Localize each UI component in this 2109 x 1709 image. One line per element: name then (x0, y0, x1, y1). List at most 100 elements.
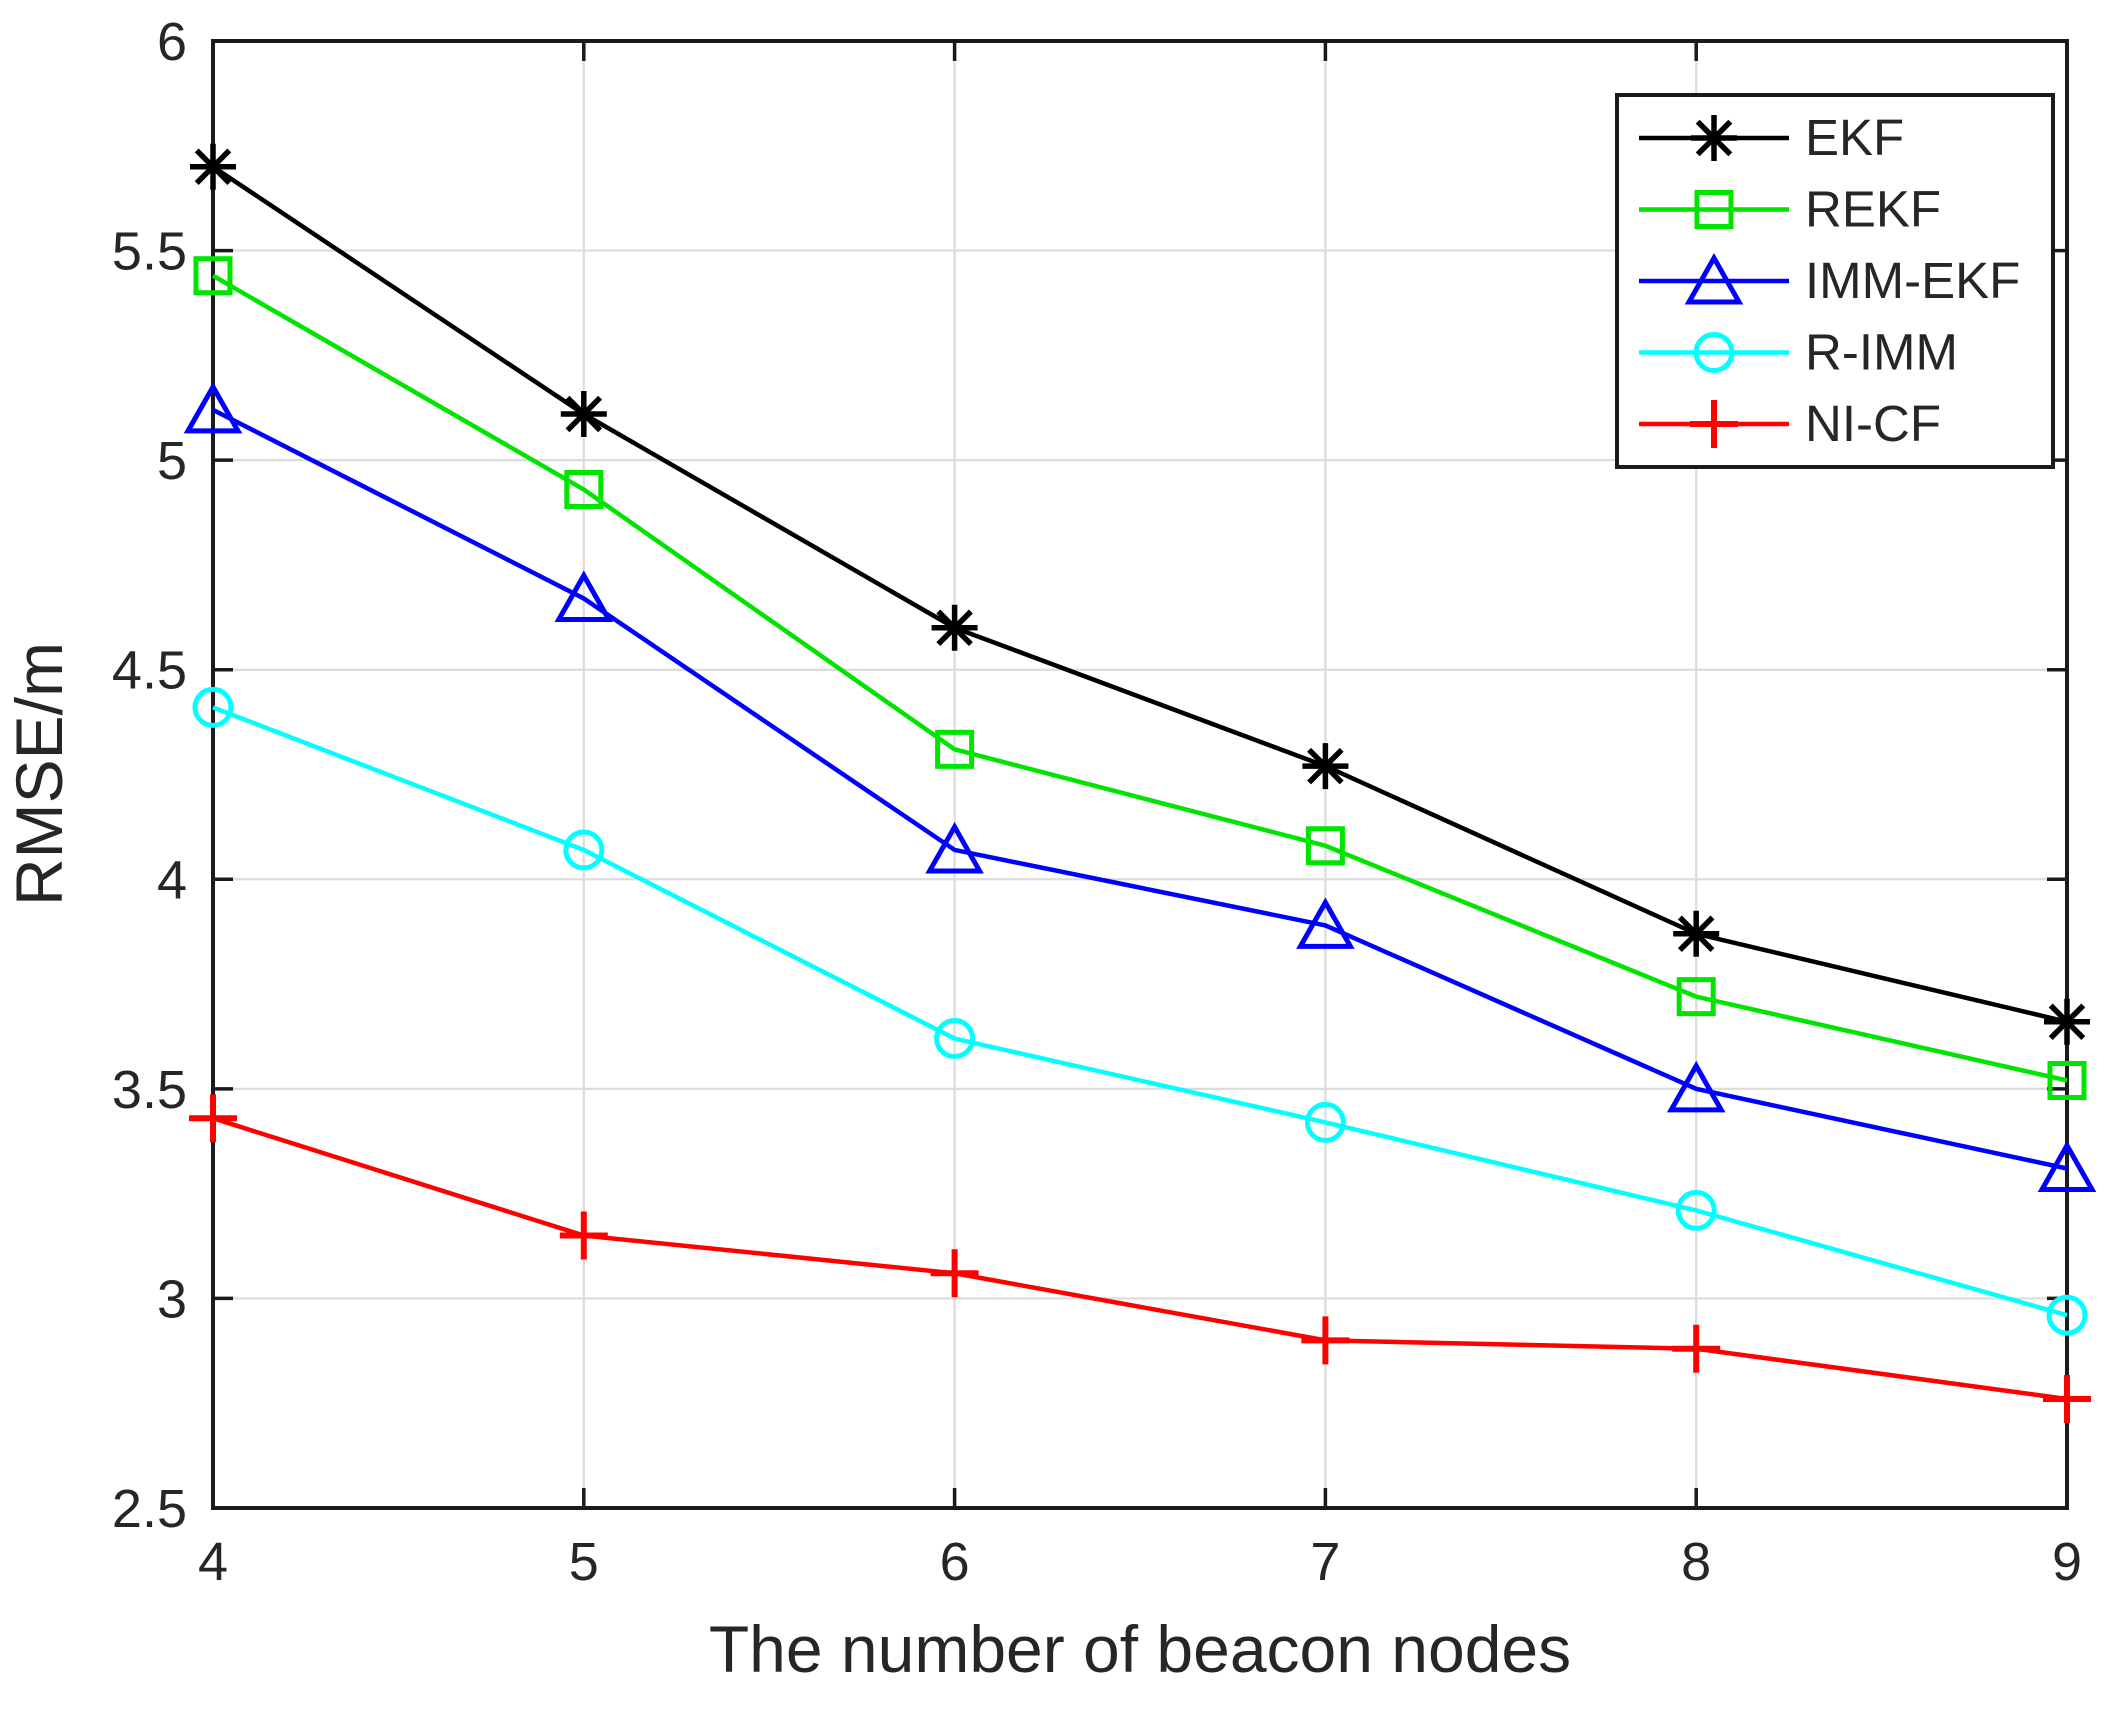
asterisk-marker-line (565, 395, 603, 433)
legend-item-ni-cf: NI-CF (1639, 395, 1941, 452)
data-point-marker-r-imm (2046, 1294, 2088, 1336)
data-point-marker-rekf (193, 256, 233, 296)
data-series-ni-cf (189, 1094, 2091, 1424)
asterisk-marker-line (194, 148, 232, 185)
triangle-marker (554, 570, 614, 622)
data-point-marker-ekf (560, 391, 607, 438)
data-point-marker-r-imm (1675, 1189, 1717, 1231)
data-point-marker-r-imm (1304, 1101, 1346, 1143)
legend-label: EKF (1805, 109, 1904, 166)
series-line-imm-ekf (211, 407, 2068, 1171)
triangle-marker (183, 381, 243, 434)
y-tick-label: 3.5 (112, 1060, 187, 1120)
x-axis-label: The number of beacon nodes (709, 1612, 1571, 1686)
data-point-marker-rekf (1676, 977, 1716, 1017)
y-tick-label: 4 (157, 850, 187, 910)
data-point-marker-ekf (1673, 910, 1720, 957)
legend-label: REKF (1805, 181, 1941, 238)
square-marker (1676, 977, 1716, 1017)
data-point-marker-ekf (2044, 998, 2090, 1045)
square-marker (1305, 826, 1345, 866)
triangle-marker (2037, 1140, 2097, 1192)
y-axis-label: RMSE/m (2, 642, 76, 906)
circle-marker (1304, 1101, 1346, 1143)
data-point-marker-ni-cf (559, 1211, 608, 1260)
x-tick-label: 4 (198, 1532, 228, 1592)
triangle-marker (1684, 252, 1744, 305)
legend-label: IMM-EKF (1805, 252, 2020, 309)
frame-layer (211, 39, 2069, 1510)
legend-item-imm-ekf: IMM-EKF (1639, 252, 2020, 309)
circle-marker (2046, 1294, 2088, 1336)
data-point-marker-ni-cf (2043, 1375, 2091, 1424)
series-layer (183, 143, 2097, 1424)
square-marker (564, 469, 604, 509)
triangle-marker (1296, 897, 1355, 949)
data-point-marker-ekf (1302, 743, 1349, 790)
y-tick-label: 6 (157, 12, 187, 72)
data-point-marker-imm-ekf (1296, 897, 1355, 949)
circle-marker (934, 1018, 976, 1060)
data-series-r-imm (192, 686, 2088, 1336)
data-series-imm-ekf (183, 381, 2097, 1192)
data-point-marker-ni-cf (1672, 1324, 1721, 1373)
legend-layer: EKF REKF IMM-EKF R-IMM NI-CF (1615, 93, 2055, 469)
asterisk-marker-line (936, 609, 973, 647)
data-point-marker-ekf (931, 604, 978, 651)
legend-marker-rekf (1694, 190, 1734, 229)
data-point-marker-imm-ekf (925, 821, 984, 874)
circle-marker (192, 686, 234, 728)
y-tick-label: 5.5 (112, 222, 187, 282)
data-point-marker-ekf (190, 143, 236, 190)
x-tick-label: 6 (940, 1532, 970, 1592)
square-marker (2047, 1060, 2087, 1100)
asterisk-marker-line (1307, 747, 1344, 785)
series-line-r-imm (212, 705, 2068, 1318)
data-point-marker-imm-ekf (183, 381, 243, 434)
asterisk-marker-line (1695, 119, 1733, 157)
data-point-marker-r-imm (934, 1018, 976, 1060)
legend-label: NI-CF (1805, 395, 1941, 452)
x-tick-label: 8 (1681, 1532, 1711, 1592)
legend-label: R-IMM (1805, 324, 1958, 381)
legend-item-r-imm: R-IMM (1639, 324, 1958, 381)
legend-marker-ekf (1691, 115, 1737, 161)
x-tick-label: 7 (1310, 1532, 1340, 1592)
y-tick-label: 2.5 (112, 1479, 187, 1539)
triangle-marker (1666, 1060, 1726, 1113)
data-point-marker-rekf (935, 729, 975, 769)
tick-label-layer: 4 5 6 7 8 9 2.5 3 3.5 4 4.5 5 5.5 6 (112, 12, 2082, 1592)
square-marker (935, 729, 975, 769)
series-line-ni-cf (212, 1116, 2068, 1402)
data-point-marker-imm-ekf (2037, 1140, 2097, 1192)
series-line-ekf (211, 164, 2068, 1024)
data-series-ekf (190, 143, 2090, 1045)
circle-marker (1693, 332, 1735, 373)
y-tick-label: 4.5 (112, 641, 187, 701)
data-point-marker-r-imm (563, 829, 605, 871)
asterisk-marker-line (2048, 1003, 2086, 1041)
y-tick-label: 3 (157, 1269, 187, 1329)
square-marker (1694, 190, 1734, 229)
data-point-marker-rekf (564, 469, 604, 509)
legend-marker-imm-ekf (1684, 252, 1744, 305)
data-point-marker-ni-cf (189, 1094, 237, 1143)
data-point-marker-rekf (2047, 1060, 2087, 1100)
plot-frame (211, 39, 2069, 1510)
data-point-marker-rekf (1305, 826, 1345, 866)
series-line-rekf (211, 273, 2068, 1083)
data-point-marker-ni-cf (930, 1249, 979, 1298)
x-tick-label: 9 (2052, 1532, 2082, 1592)
data-point-marker-r-imm (192, 686, 234, 728)
triangle-marker (925, 821, 984, 874)
legend-item-rekf: REKF (1639, 181, 1941, 238)
circle-marker (563, 829, 605, 871)
asterisk-marker-line (1677, 915, 1715, 953)
x-tick-label: 5 (569, 1532, 599, 1592)
data-point-marker-imm-ekf (1666, 1060, 1726, 1113)
circle-marker (1675, 1189, 1717, 1231)
legend-item-ekf: EKF (1639, 109, 1904, 166)
square-marker (193, 256, 233, 296)
